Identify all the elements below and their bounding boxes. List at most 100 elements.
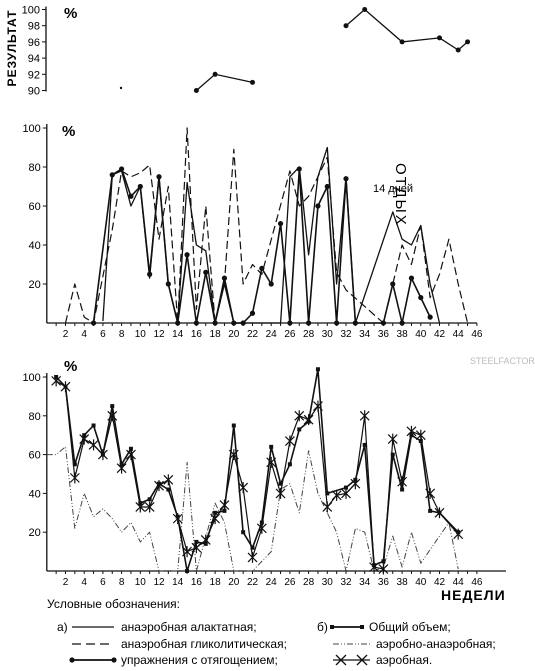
middle-y-tick-label-2: 60: [29, 201, 41, 213]
results-y-tick-label-2: 94: [28, 53, 40, 65]
bottom-series-1-point-14: [182, 546, 192, 558]
results-series-1-line: [345, 8, 469, 51]
results-series-0-point-2: [250, 79, 255, 85]
bottom-series-1-point-38: [406, 425, 417, 437]
bottom-series-0-point-10: [147, 497, 152, 502]
bottom-x-tick-label-4: 10: [135, 577, 147, 588]
middle-series-2-point-26: [343, 176, 349, 182]
results-series-1-point-3: [437, 35, 442, 41]
bottom-series-1-point-26: [294, 410, 305, 422]
middle-x-tick-label-9: 20: [228, 329, 240, 340]
bottom-x-tick-label-0: 2: [63, 577, 69, 588]
middle-series-2-point-20: [287, 320, 293, 326]
bottom-series-1-point-3: [79, 433, 90, 445]
middle-series-2-point-19: [277, 220, 284, 227]
x-axis-label-weeks: НЕДЕЛИ: [441, 587, 506, 603]
bottom-series-0-point-14: [185, 569, 190, 573]
bottom-x-tick-label-13: 28: [303, 577, 315, 588]
middle-series-2-point-27: [352, 320, 358, 326]
middle-percent-unit: %: [62, 123, 75, 140]
bottom-x-tick-label-1: 4: [81, 577, 87, 588]
bottom-series-1-point-9: [135, 501, 146, 513]
bottom-series-0-point-20: [241, 530, 246, 535]
bottom-y-tick-label-0: 20: [29, 527, 41, 539]
middle-series-2-point-22: [306, 320, 312, 326]
middle-series-2-point-5: [147, 271, 153, 277]
middle-series-2-point-4: [137, 183, 143, 190]
legend-label-total: Общий объем;: [369, 620, 451, 634]
bottom-series-1-point-25: [284, 435, 295, 447]
bottom-series-1-point-8: [126, 449, 136, 461]
middle-series-2-point-9: [184, 252, 190, 258]
bottom-series-0-point-35: [390, 452, 395, 457]
results-series-0-point-0: [193, 88, 199, 93]
legend-label-aerobic: аэробная.: [376, 653, 432, 667]
bottom-series-0-point-8: [128, 446, 133, 451]
bottom-series-1-point-12: [163, 474, 174, 486]
bottom-series-1-point-35: [378, 563, 389, 575]
results-y-tick-label-1: 92: [28, 69, 40, 81]
middle-series-2-point-1: [109, 172, 115, 178]
middle-x-tick-label-16: 34: [359, 329, 371, 340]
middle-series-2-point-18: [268, 281, 274, 287]
top-percent-unit: %: [64, 5, 77, 22]
bottom-series-0-point-12: [166, 487, 171, 492]
legend-label-aerobic-anaerobic: аэробно-анаэробная;: [376, 637, 496, 651]
legend-marker-a: а): [57, 620, 68, 634]
bottom-series-1-point-18: [219, 499, 230, 511]
bottom-series-1-point-33: [359, 410, 370, 422]
middle-x-tick-label-14: 30: [322, 329, 334, 340]
legend-swatch-total-square-right: [360, 625, 364, 629]
middle-series-2-line: [92, 168, 431, 324]
bottom-series-0-point-26: [297, 427, 302, 432]
results-series-1-point-1: [362, 7, 368, 12]
results-stray-dot: [119, 86, 123, 90]
middle-series-2-point-17: [259, 265, 265, 271]
bottom-series-1-point-7: [116, 462, 127, 474]
bottom-series-0-point-2: [72, 462, 77, 467]
bottom-series-0-point-21: [250, 545, 255, 550]
bottom-series-1-point-19: [228, 449, 239, 461]
middle-x-tick-label-5: 12: [153, 329, 165, 340]
bottom-x-tick-label-6: 14: [172, 577, 184, 588]
bottom-x-tick-label-17: 36: [378, 577, 390, 588]
middle-series-2-point-7: [165, 281, 171, 287]
legend-swatch-weights-dot-right: [111, 657, 117, 663]
bottom-x-tick-label-3: 8: [119, 577, 125, 588]
middle-x-tick-label-21: 44: [453, 329, 465, 340]
bottom-x-tick-label-14: 30: [322, 577, 334, 588]
bottom-series-0-point-4: [91, 423, 96, 428]
bottom-series-0-point-24: [278, 481, 283, 486]
bottom-series-1-point-24: [275, 487, 286, 499]
middle-series-2-point-31: [408, 275, 415, 281]
middle-series-2-point-14: [231, 320, 237, 326]
bottom-x-tick-label-11: 24: [266, 577, 278, 588]
bottom-x-tick-label-12: 26: [284, 577, 296, 588]
middle-x-tick-label-17: 36: [378, 329, 390, 340]
bottom-series-1-point-17: [210, 513, 221, 525]
bottom-series-0-point-23: [269, 444, 274, 449]
bottom-series-1-point-37: [397, 476, 408, 488]
bottom-x-tick-label-18: 38: [397, 577, 409, 588]
bottom-series-1-point-34: [369, 561, 379, 573]
middle-x-tick-label-4: 10: [135, 329, 147, 340]
middle-series-2-point-28: [380, 320, 386, 326]
bottom-y-tick-label-2: 60: [29, 450, 41, 462]
middle-x-tick-label-18: 38: [397, 329, 409, 340]
bottom-x-tick-label-9: 20: [228, 577, 240, 588]
bottom-series-1-point-11: [154, 480, 164, 492]
middle-series-2-point-24: [324, 183, 330, 190]
middle-x-tick-label-8: 18: [210, 329, 222, 340]
bottom-series-1-point-13: [172, 513, 183, 525]
legend-swatch-aerobic-star-right: [356, 654, 368, 666]
middle-x-tick-label-22: 46: [471, 329, 483, 340]
bottom-x-tick-label-20: 42: [434, 577, 446, 588]
bottom-series-1-point-6: [107, 410, 118, 422]
bottom-series-0-point-17: [213, 510, 218, 515]
middle-x-tick-label-20: 42: [434, 329, 446, 340]
bottom-series-0-line: [55, 368, 459, 572]
legend-swatch-aerobic-star-left: [335, 654, 347, 666]
rest-annotation: ОТДЫХ: [392, 163, 409, 227]
